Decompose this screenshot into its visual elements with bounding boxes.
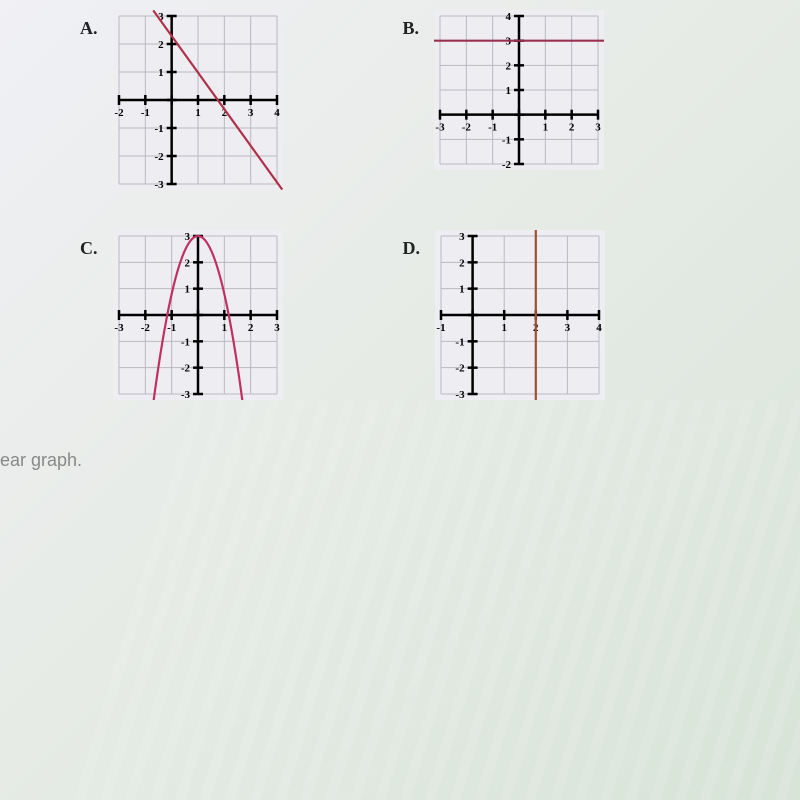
svg-text:-3: -3 bbox=[114, 322, 124, 334]
svg-text:1: 1 bbox=[501, 322, 507, 334]
svg-text:3: 3 bbox=[595, 122, 601, 134]
chart-C: -3-2-1123-3-2-1123 bbox=[113, 230, 283, 400]
chart-C-label: C. bbox=[80, 238, 98, 259]
svg-text:-1: -1 bbox=[502, 134, 511, 146]
svg-text:-1: -1 bbox=[154, 123, 163, 135]
svg-text:-2: -2 bbox=[455, 363, 465, 375]
chart-D: -11234-3-2-1123 bbox=[435, 230, 605, 400]
svg-text:3: 3 bbox=[565, 322, 571, 334]
svg-text:-2: -2 bbox=[154, 151, 164, 163]
svg-text:-3: -3 bbox=[455, 389, 465, 400]
svg-text:-3: -3 bbox=[154, 179, 164, 190]
chart-C-cell: C. -3-2-1123-3-2-1123 bbox=[80, 230, 283, 400]
svg-text:4: 4 bbox=[596, 322, 602, 334]
svg-text:2: 2 bbox=[184, 257, 190, 269]
svg-text:-3: -3 bbox=[435, 122, 445, 134]
svg-text:2: 2 bbox=[506, 60, 512, 72]
svg-text:2: 2 bbox=[569, 122, 575, 134]
svg-text:1: 1 bbox=[195, 107, 201, 119]
svg-text:3: 3 bbox=[274, 322, 280, 334]
svg-text:2: 2 bbox=[459, 257, 465, 269]
svg-text:1: 1 bbox=[184, 284, 190, 296]
svg-text:1: 1 bbox=[543, 122, 549, 134]
svg-text:2: 2 bbox=[247, 322, 253, 334]
svg-text:3: 3 bbox=[247, 107, 253, 119]
svg-text:-2: -2 bbox=[114, 107, 124, 119]
svg-text:1: 1 bbox=[221, 322, 227, 334]
svg-text:3: 3 bbox=[459, 231, 465, 243]
svg-text:1: 1 bbox=[459, 284, 465, 296]
svg-text:-3: -3 bbox=[180, 389, 190, 400]
svg-text:1: 1 bbox=[158, 67, 164, 79]
svg-text:-2: -2 bbox=[462, 122, 472, 134]
chart-A-label: A. bbox=[80, 18, 98, 39]
svg-text:1: 1 bbox=[506, 85, 512, 97]
chart-D-cell: D. -11234-3-2-1123 bbox=[403, 230, 606, 400]
svg-text:-1: -1 bbox=[180, 336, 189, 348]
svg-text:-2: -2 bbox=[502, 159, 512, 170]
screen-glare-overlay bbox=[0, 400, 800, 800]
svg-text:-1: -1 bbox=[488, 122, 497, 134]
svg-text:-1: -1 bbox=[140, 107, 149, 119]
chart-B-cell: B. -3-2-1123-2-11234 bbox=[403, 10, 605, 190]
svg-text:-1: -1 bbox=[167, 322, 176, 334]
text-fragment: ear graph. bbox=[0, 450, 82, 471]
svg-text:4: 4 bbox=[506, 11, 512, 23]
chart-D-label: D. bbox=[403, 238, 421, 259]
svg-text:-2: -2 bbox=[180, 363, 190, 375]
chart-B: -3-2-1123-2-11234 bbox=[434, 10, 604, 170]
svg-text:-2: -2 bbox=[140, 322, 150, 334]
chart-A-cell: A. -2-11234-3-2-1123 bbox=[80, 10, 283, 190]
svg-text:4: 4 bbox=[274, 107, 280, 119]
chart-B-label: B. bbox=[403, 18, 420, 39]
svg-text:2: 2 bbox=[158, 39, 164, 51]
svg-text:-1: -1 bbox=[455, 336, 464, 348]
svg-text:-1: -1 bbox=[436, 322, 445, 334]
chart-A: -2-11234-3-2-1123 bbox=[113, 10, 283, 190]
